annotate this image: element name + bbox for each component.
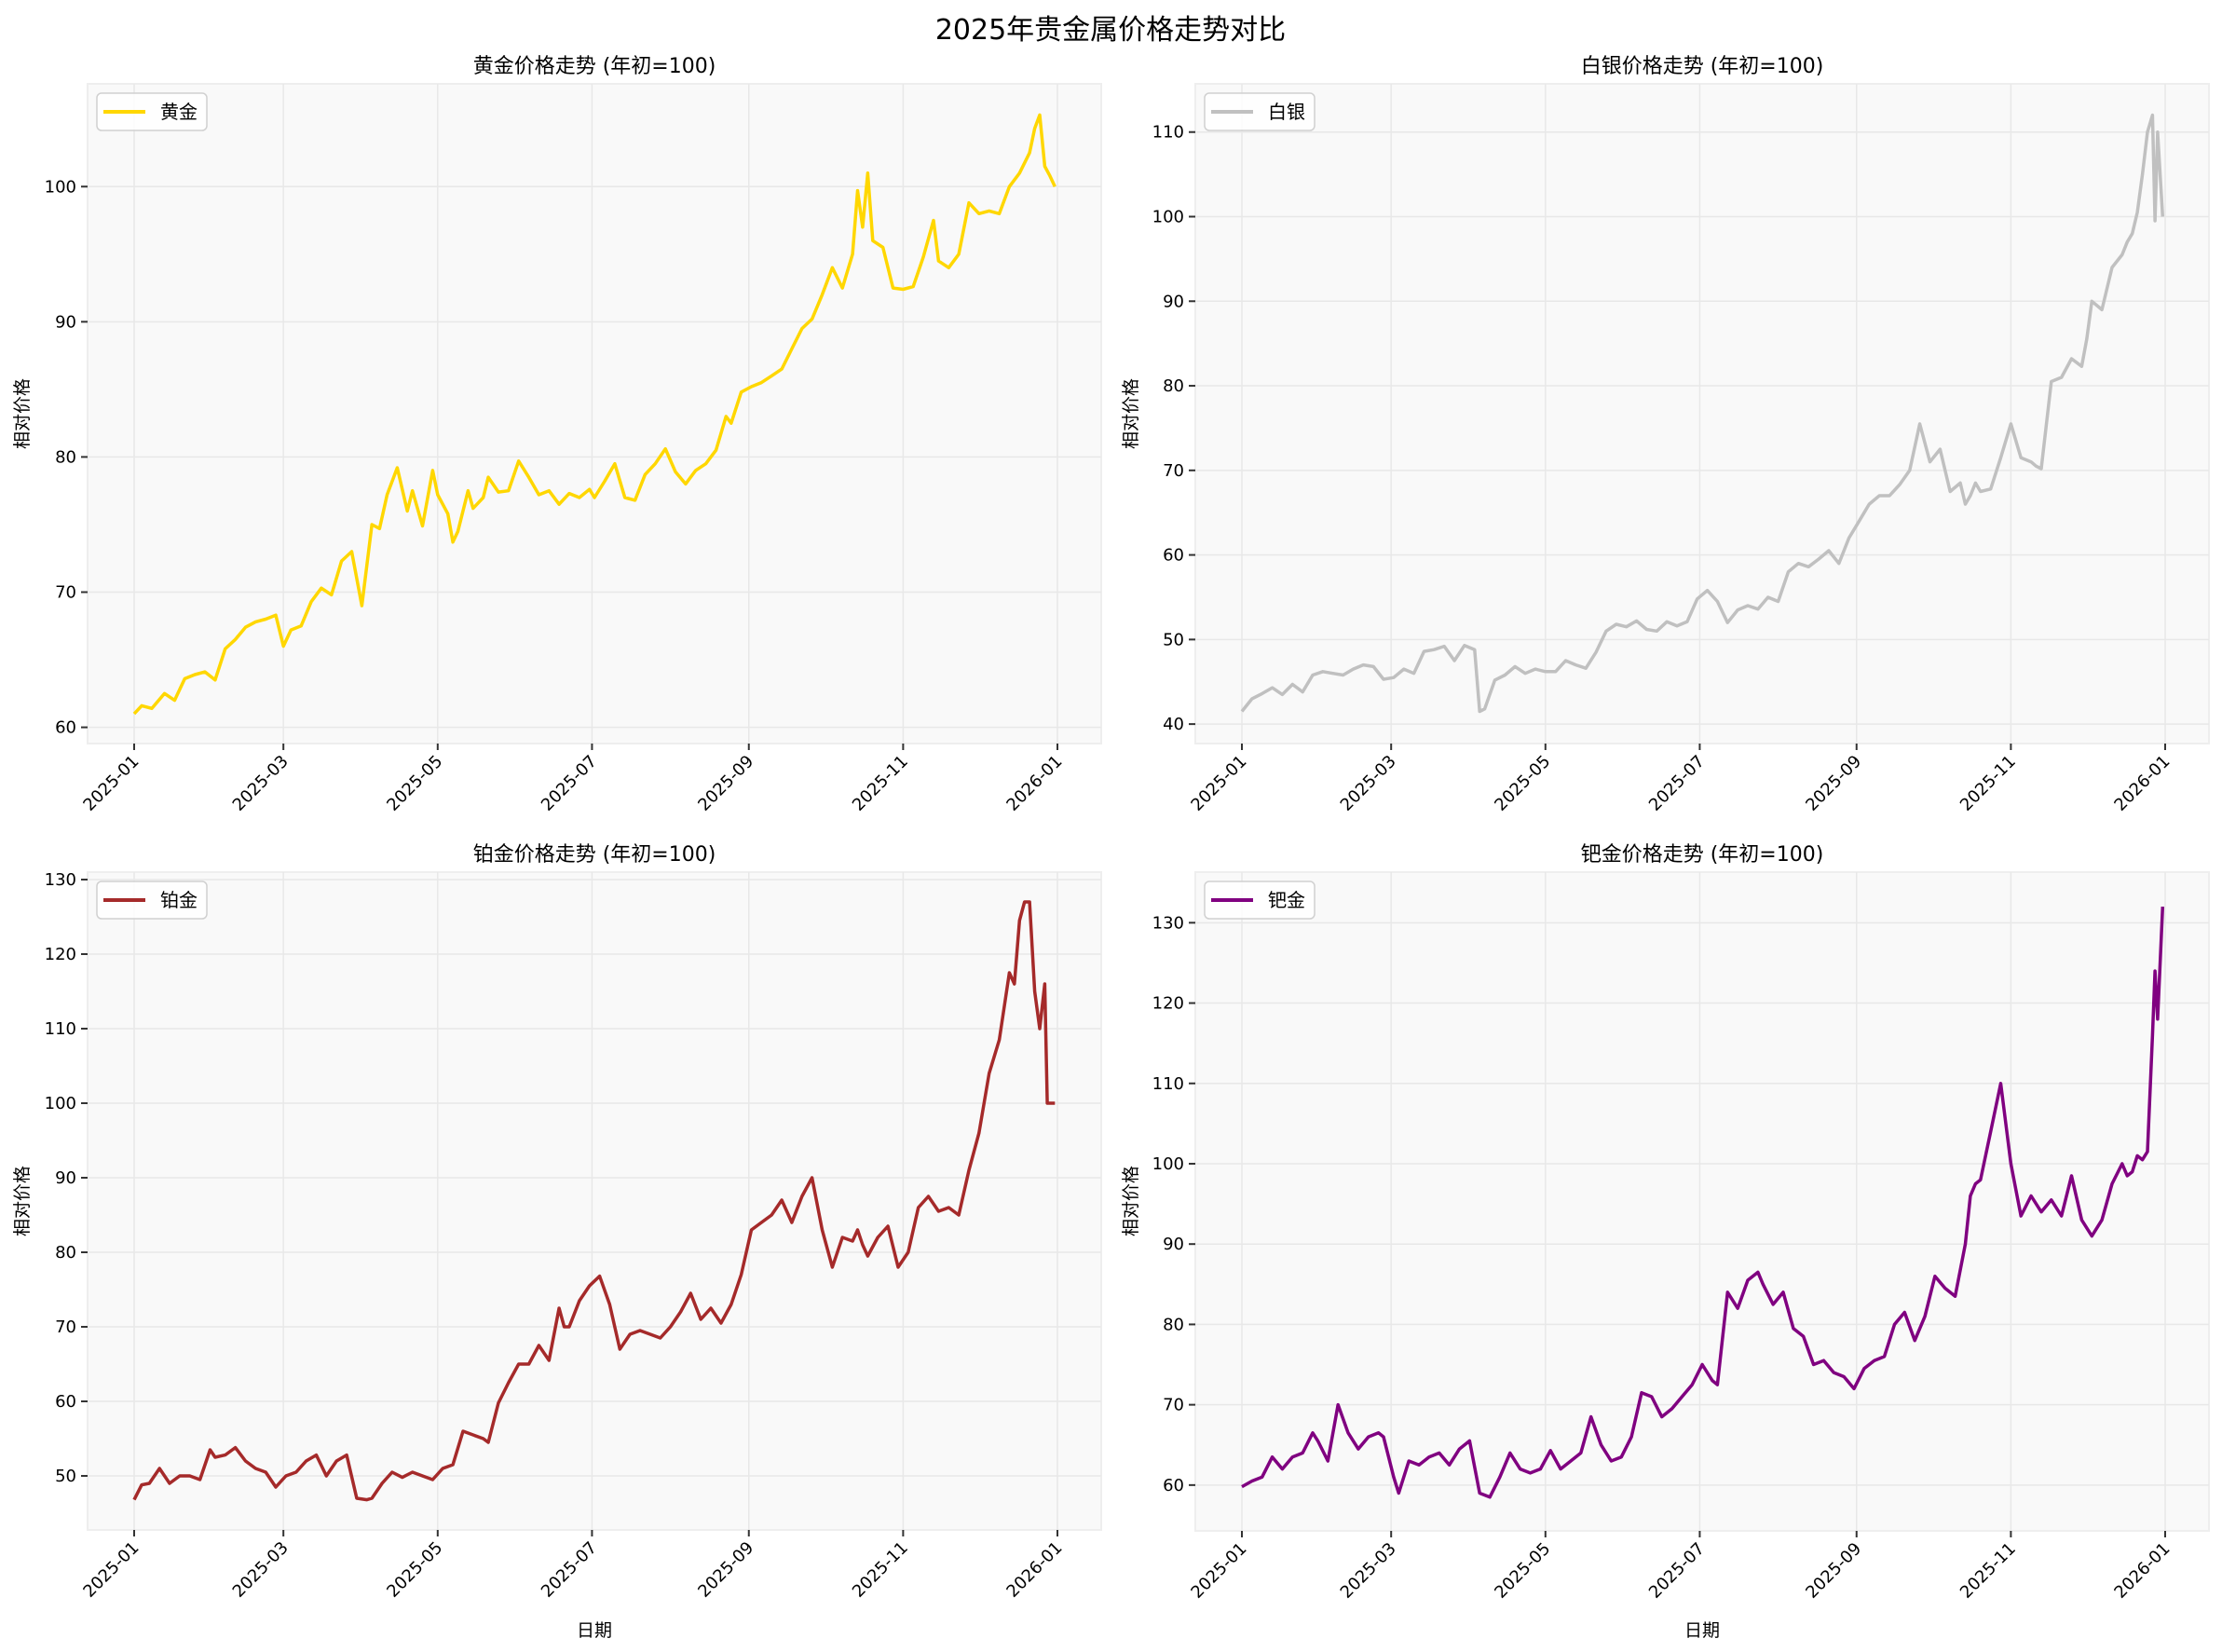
plot-area: 2025-01 2025-03 2025-05 2025-07 2025-09 2025-… — [1152, 83, 2210, 815]
y-tick-label: 110 — [45, 1019, 76, 1039]
y-tick-label: 120 — [45, 945, 76, 964]
legend-box — [96, 92, 208, 131]
y-tick-label: 80 — [1163, 1315, 1184, 1334]
y-tick-label: 110 — [1152, 123, 1184, 143]
x-axis-label: 日期 — [1684, 1620, 1720, 1641]
y-tick-label: 100 — [45, 1094, 76, 1113]
y-tick-label: 80 — [55, 447, 76, 467]
series-line — [1240, 113, 2165, 714]
panel-palladium: 钯金价格走势 (年初=100) 相对价格 日期 2025-01 2025-03 20… — [1121, 843, 2210, 1641]
plot-area: 2025-01 2025-03 2025-05 2025-07 2025-09 2025-… — [45, 870, 1102, 1602]
y-tick-label: 100 — [45, 177, 76, 197]
y-axis-label: 相对价格 — [1121, 378, 1141, 449]
y-tick-label: 60 — [55, 718, 76, 738]
y-tick-label: 100 — [1152, 1154, 1184, 1174]
legend-label: 黄金 — [160, 101, 198, 123]
y-tick-label: 120 — [1152, 994, 1184, 1014]
series-line — [132, 113, 1056, 716]
legend-box — [1204, 92, 1315, 131]
y-axis-label: 相对价格 — [1121, 1166, 1141, 1236]
series-line — [132, 900, 1056, 1502]
y-tick-label: 100 — [1152, 208, 1184, 227]
series-line — [1241, 907, 2165, 1499]
panel-silver: 白银价格走势 (年初=100) 相对价格 2025-01 2025-03 2025-… — [1121, 55, 2210, 815]
y-tick-label: 80 — [1163, 376, 1184, 396]
y-tick-label: 70 — [55, 583, 76, 603]
plot-area: 2025-01 2025-03 2025-05 2025-07 2025-09 2025-… — [1152, 871, 2210, 1603]
legend: 白银 — [1204, 92, 1315, 131]
axes-background — [1194, 83, 2210, 744]
legend: 黄金 — [96, 92, 208, 131]
y-tick-label: 50 — [1163, 630, 1184, 649]
panel-title: 黄金价格走势 (年初=100) — [473, 55, 716, 78]
y-tick-label: 60 — [1163, 546, 1184, 566]
legend-label: 钯金 — [1268, 889, 1305, 911]
y-tick-label: 90 — [1163, 292, 1184, 311]
y-tick-label: 90 — [1163, 1235, 1184, 1254]
legend-box — [96, 881, 208, 920]
y-tick-label: 60 — [1163, 1476, 1184, 1495]
panel-title: 铂金价格走势 (年初=100) — [473, 843, 716, 867]
y-tick-label: 80 — [55, 1243, 76, 1263]
legend: 钯金 — [1204, 881, 1315, 920]
y-tick-label: 90 — [55, 312, 76, 332]
figure-suptitle: 2025年贵金属价格走势对比 — [935, 14, 1286, 47]
legend-label: 白银 — [1268, 101, 1305, 123]
plot-area: 2025-01 2025-03 2025-05 2025-07 2025-09 2025-… — [45, 83, 1102, 815]
axes-background — [87, 871, 1102, 1531]
legend-label: 铂金 — [160, 889, 198, 911]
panel-gold: 黄金价格走势 (年初=100) 相对价格 2025-01 2025-03 2025-… — [12, 55, 1102, 815]
y-tick-label: 110 — [1152, 1074, 1184, 1094]
axes-background — [1194, 871, 2210, 1532]
y-tick-label: 130 — [45, 870, 76, 890]
y-tick-label: 70 — [1163, 461, 1184, 481]
panel-title: 白银价格走势 (年初=100) — [1581, 55, 1824, 78]
x-axis-label: 日期 — [577, 1620, 612, 1641]
legend-box — [1204, 881, 1315, 920]
y-tick-label: 70 — [55, 1318, 76, 1337]
legend: 铂金 — [96, 881, 208, 920]
y-axis-label: 相对价格 — [12, 1166, 33, 1236]
axes-background — [87, 83, 1102, 744]
panel-title: 钯金价格走势 (年初=100) — [1581, 843, 1824, 867]
y-tick-label: 90 — [55, 1168, 76, 1188]
y-tick-label: 60 — [55, 1392, 76, 1412]
panel-platinum: 铂金价格走势 (年初=100) 相对价格 日期 2025-01 2025-03 20… — [12, 843, 1102, 1641]
y-tick-label: 50 — [55, 1467, 76, 1486]
y-axis-label: 相对价格 — [12, 378, 33, 449]
y-tick-label: 130 — [1152, 913, 1184, 933]
y-tick-label: 40 — [1163, 715, 1184, 734]
y-tick-label: 70 — [1163, 1396, 1184, 1415]
